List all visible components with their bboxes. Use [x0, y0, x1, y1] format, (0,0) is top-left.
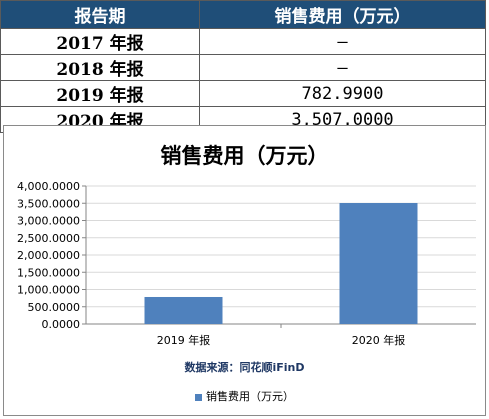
table-header-row: 报告期 销售费用（万元）: [0, 0, 486, 29]
bar-chart: 0.0000 500.0000 1,000.0000 1,500.0000 2,000.…: [17, 180, 476, 347]
y-tick-label: 3,000.0000: [17, 215, 80, 228]
row-value: –: [199, 54, 486, 81]
y-tick-label: 1,000.0000: [17, 284, 80, 297]
y-tick-label: 1,500.0000: [17, 266, 80, 279]
legend-label: 销售费用（万元）: [206, 390, 294, 403]
row-period: 2018 年报: [0, 54, 200, 81]
table-row: 2019 年报 782.9900: [0, 80, 486, 107]
y-tick-label: 4,000.0000: [17, 180, 80, 193]
y-tick-label: 2,500.0000: [17, 232, 80, 245]
row-period: 2019 年报: [0, 80, 200, 107]
table-row: 2017 年报 –: [0, 28, 486, 55]
y-tick-label: 500.0000: [28, 301, 81, 314]
y-tick-label: 3,500.0000: [17, 197, 80, 210]
row-value: –: [199, 28, 486, 55]
x-tick-label: 2019 年报: [157, 333, 211, 347]
y-tick-label: 2,000.0000: [17, 249, 80, 262]
chart-title: 销售费用（万元）: [160, 144, 329, 168]
header-period: 报告期: [0, 0, 200, 29]
x-tick-label: 2020 年报: [352, 333, 406, 347]
bar: [144, 296, 223, 324]
chart-container: 0.0000 500.0000 1,000.0000 1,500.0000 2,000.…: [3, 125, 486, 416]
sales-expense-table: 报告期 销售费用（万元） 2017 年报 – 2018 年报 – 2019 年报…: [0, 0, 486, 133]
chart-legend: 销售费用（万元）: [4, 388, 485, 404]
table-row: 2018 年报 –: [0, 54, 486, 81]
legend-swatch: [195, 393, 202, 401]
header-value: 销售费用（万元）: [199, 0, 486, 29]
row-period: 2017 年报: [0, 28, 200, 55]
bar: [339, 203, 418, 324]
row-value: 782.9900: [199, 80, 486, 107]
y-tick-label: 0.0000: [42, 318, 81, 331]
source-note: 数据来源：同花顺iFinD: [184, 361, 305, 374]
